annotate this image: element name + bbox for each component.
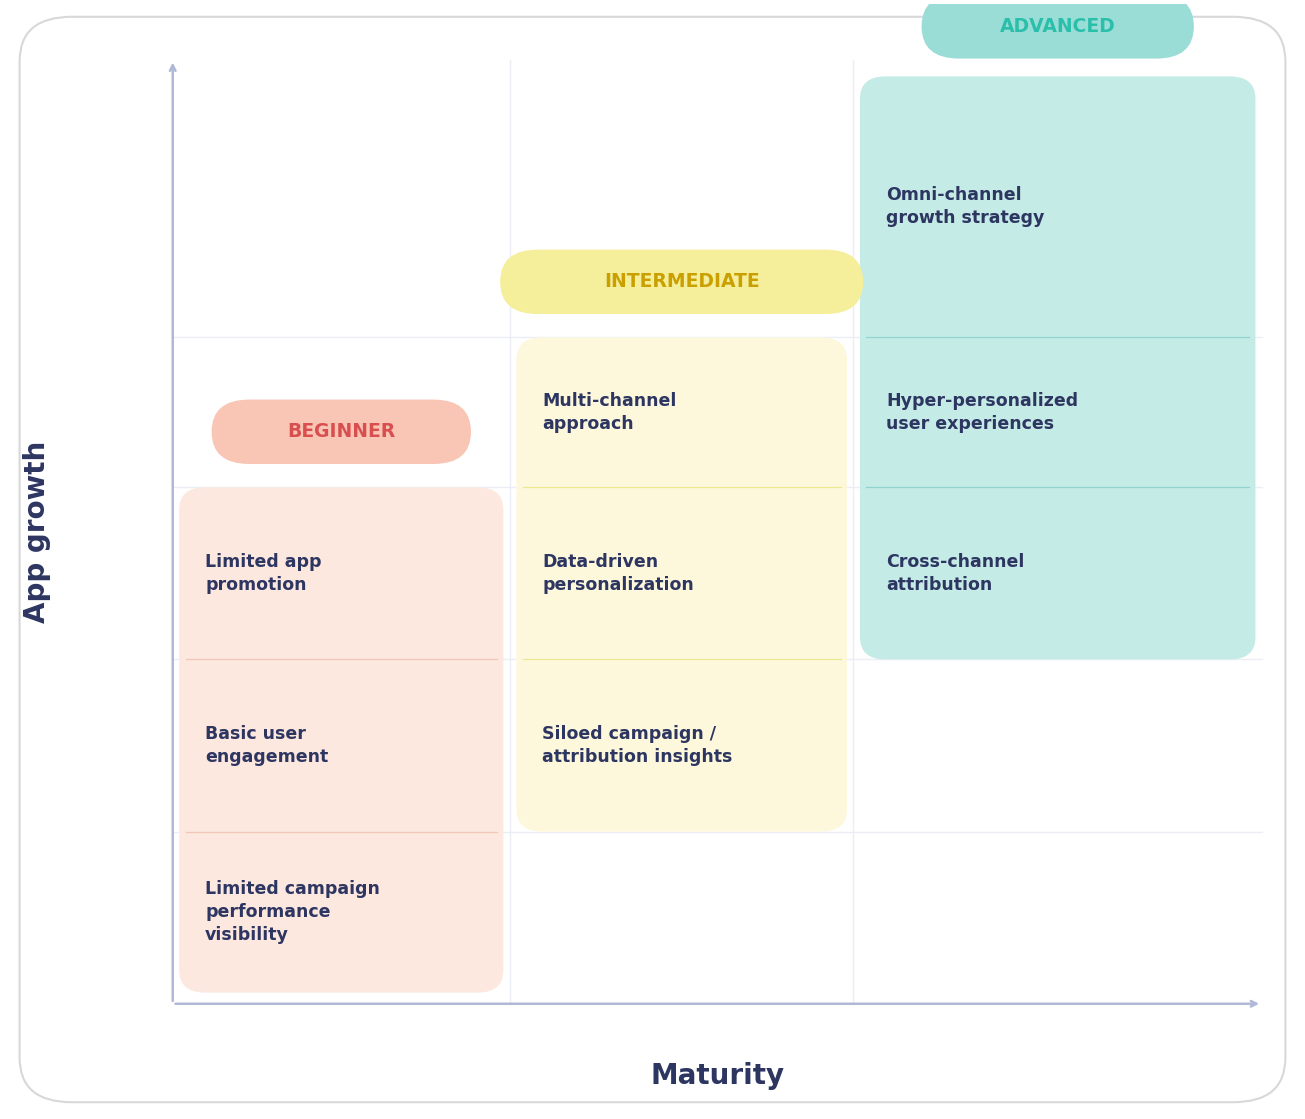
Text: Multi-channel
approach: Multi-channel approach — [543, 392, 677, 433]
Text: Limited campaign
performance
visibility: Limited campaign performance visibility — [205, 881, 380, 944]
FancyBboxPatch shape — [500, 250, 863, 314]
FancyBboxPatch shape — [921, 0, 1194, 58]
Text: Hyper-personalized
user experiences: Hyper-personalized user experiences — [886, 392, 1078, 433]
FancyBboxPatch shape — [179, 487, 504, 993]
Text: Cross-channel
attribution: Cross-channel attribution — [886, 553, 1024, 594]
FancyBboxPatch shape — [517, 337, 847, 831]
Text: Maturity: Maturity — [650, 1062, 784, 1090]
Text: Omni-channel
growth strategy: Omni-channel growth strategy — [886, 187, 1044, 227]
Text: ADVANCED: ADVANCED — [1000, 17, 1116, 36]
Text: INTERMEDIATE: INTERMEDIATE — [604, 272, 760, 291]
Text: App growth: App growth — [22, 441, 51, 623]
Text: Basic user
engagement: Basic user engagement — [205, 725, 329, 767]
Text: Siloed campaign /
attribution insights: Siloed campaign / attribution insights — [543, 725, 732, 767]
FancyBboxPatch shape — [860, 76, 1255, 659]
Text: Data-driven
personalization: Data-driven personalization — [543, 553, 694, 594]
Text: Limited app
promotion: Limited app promotion — [205, 553, 321, 594]
FancyBboxPatch shape — [211, 399, 471, 464]
Text: BEGINNER: BEGINNER — [287, 422, 395, 441]
